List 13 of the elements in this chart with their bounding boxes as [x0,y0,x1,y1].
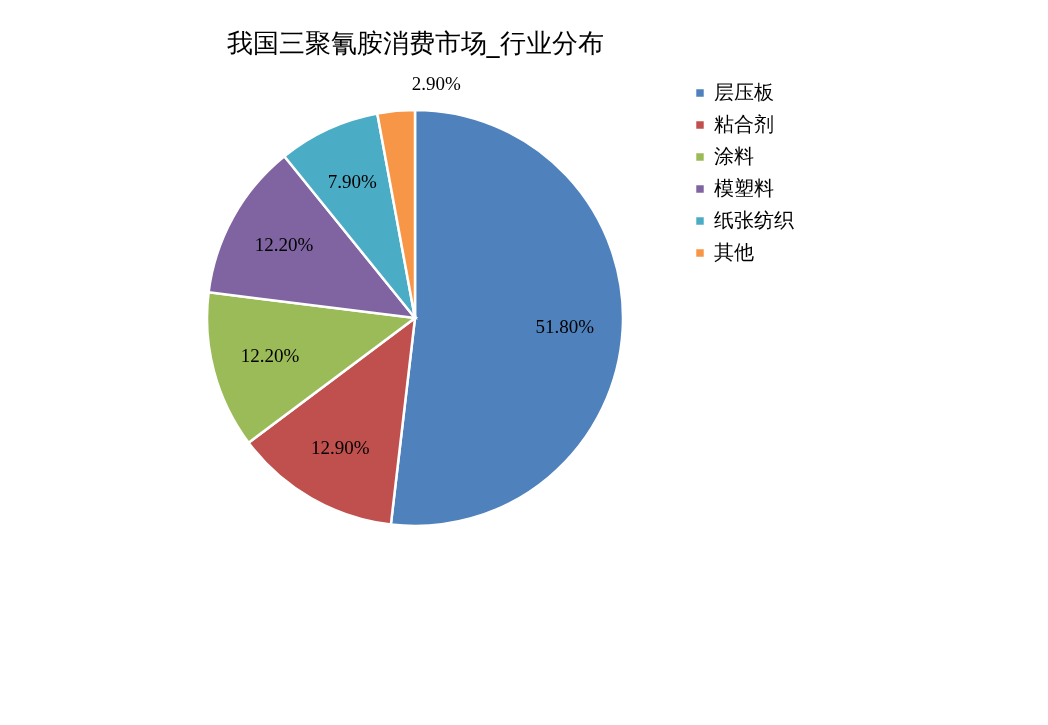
data-label: 12.20% [240,345,300,367]
legend-label: 模塑料 [714,176,774,200]
data-label: 51.80% [535,315,595,337]
legend-label: 层压板 [714,80,774,104]
legend-label: 纸张纺织 [714,208,794,232]
data-label: 12.90% [310,437,370,459]
legend-label: 其他 [714,240,754,264]
data-label: 2.90% [411,72,462,94]
legend-label: 涂料 [714,144,754,168]
data-label: 7.90% [327,170,378,192]
legend-label: 粘合剂 [714,112,774,136]
data-label: 12.20% [254,234,314,256]
chart-title: 我国三聚氰胺消费市场_行业分布 [226,27,604,58]
